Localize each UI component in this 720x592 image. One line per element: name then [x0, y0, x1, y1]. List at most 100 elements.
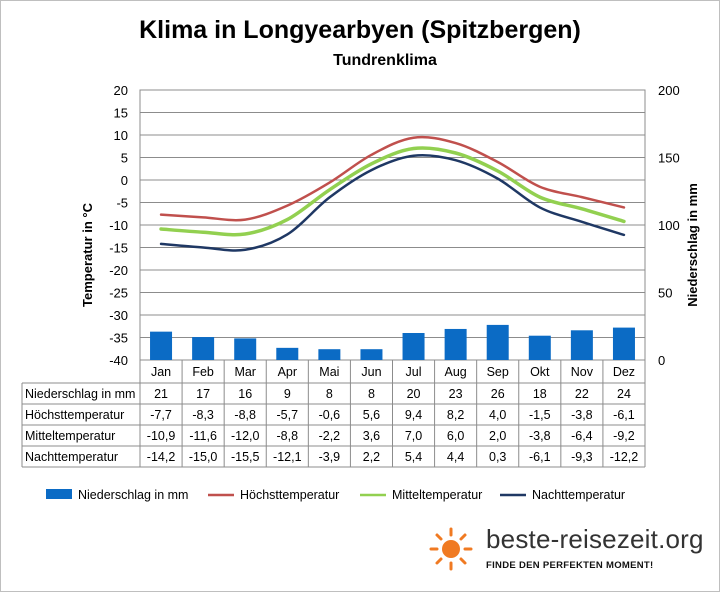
- precip-bar: [528, 335, 551, 360]
- table-cell: 0,3: [489, 450, 506, 464]
- hoechsttemperatur-line: [159, 135, 626, 222]
- y-left-tick: 10: [114, 128, 128, 143]
- table-cell: 9: [284, 387, 291, 401]
- y-right-tick: 50: [658, 286, 672, 301]
- y-left-tick: 20: [114, 83, 128, 98]
- mitteltemperatur-line: [159, 146, 626, 237]
- table-cell: -3,8: [571, 408, 593, 422]
- table-cell: 20: [407, 387, 421, 401]
- table-cell: 7,0: [405, 429, 422, 443]
- table-cell: 3,6: [363, 429, 380, 443]
- y-left-tick: -20: [109, 263, 128, 278]
- table-cell: 8: [326, 387, 333, 401]
- table-cell: -3,8: [529, 429, 551, 443]
- table-cell: 16: [238, 387, 252, 401]
- legend-label: Höchsttemperatur: [240, 488, 339, 502]
- y-left-tick: -30: [109, 308, 128, 323]
- category-label: Dez: [613, 365, 635, 379]
- table-cell: 5,4: [405, 450, 422, 464]
- table-cell: 22: [575, 387, 589, 401]
- y-left-tick: 15: [114, 106, 128, 121]
- category-label: Mai: [319, 365, 339, 379]
- table-cell: -8,8: [277, 429, 299, 443]
- table-cell: 8: [368, 387, 375, 401]
- table-cell: 18: [533, 387, 547, 401]
- table-cell: 8,2: [447, 408, 464, 422]
- table-cell: -15,0: [189, 450, 218, 464]
- legend-label: Niederschlag in mm: [78, 488, 188, 502]
- table-cell: -1,5: [529, 408, 551, 422]
- nachttemperatur-line: [159, 153, 626, 252]
- brand-logo: beste-reisezeit.org FINDE DEN PERFEKTEN …: [428, 520, 718, 580]
- table-cell: -12,2: [610, 450, 639, 464]
- precip-bar: [570, 330, 593, 360]
- table-cell: 26: [491, 387, 505, 401]
- table-cell: 2,0: [489, 429, 506, 443]
- table-cell: -8,3: [192, 408, 214, 422]
- category-label: Aug: [445, 365, 467, 379]
- precip-bar: [612, 327, 635, 360]
- category-label: Okt: [530, 365, 550, 379]
- y-left-tick: -5: [116, 196, 128, 211]
- table-row-label: Nachttemperatur: [25, 450, 118, 464]
- precip-bar: [360, 349, 383, 360]
- category-label: Jul: [406, 365, 422, 379]
- category-label: Apr: [278, 365, 297, 379]
- table-cell: -7,7: [150, 408, 172, 422]
- y-left-tick: -25: [109, 286, 128, 301]
- table-cell: -15,5: [231, 450, 260, 464]
- table-cell: 4,0: [489, 408, 506, 422]
- y-right-axis-label: Niederschlag in mm: [685, 183, 700, 307]
- chart-title: Klima in Longyearbyen (Spitzbergen): [139, 16, 581, 44]
- precip-bar: [486, 324, 509, 360]
- table-cell: 2,2: [363, 450, 380, 464]
- precip-bar: [276, 347, 299, 360]
- table-cell: -8,8: [234, 408, 256, 422]
- category-label: Jun: [361, 365, 381, 379]
- table-cell: 5,6: [363, 408, 380, 422]
- table-cell: -12,1: [273, 450, 302, 464]
- table-cell: 23: [449, 387, 463, 401]
- table-cell: -6,1: [529, 450, 551, 464]
- table-cell: -12,0: [231, 429, 260, 443]
- table-cell: 21: [154, 387, 168, 401]
- table-cell: 24: [617, 387, 631, 401]
- y-left-tick: -40: [109, 353, 128, 368]
- category-label: Feb: [192, 365, 214, 379]
- y-left-tick: 5: [121, 151, 128, 166]
- precip-bar: [402, 333, 425, 360]
- y-right-tick: 150: [658, 151, 680, 166]
- table-cell: -3,9: [319, 450, 341, 464]
- table-cell: 4,4: [447, 450, 464, 464]
- table-row-label: Höchsttemperatur: [25, 408, 124, 422]
- table-cell: -9,3: [571, 450, 593, 464]
- chart-subtitle: Tundrenklima: [333, 52, 437, 69]
- y-left-tick: -35: [109, 331, 128, 346]
- legend-label: Mitteltemperatur: [392, 488, 482, 502]
- table-cell: -5,7: [277, 408, 299, 422]
- sun-icon: [429, 527, 473, 571]
- brand-name: beste-reisezeit.org: [486, 524, 704, 554]
- y-left-axis-label: Temperatur in °C: [80, 202, 95, 307]
- table-cell: -9,2: [613, 429, 635, 443]
- table-cell: 17: [196, 387, 210, 401]
- table-cell: 9,4: [405, 408, 422, 422]
- legend-label: Nachttemperatur: [532, 488, 625, 502]
- table-cell: -2,2: [319, 429, 341, 443]
- table-cell: -6,4: [571, 429, 593, 443]
- precip-bar: [444, 328, 467, 360]
- y-right-tick: 100: [658, 218, 680, 233]
- precip-bar: [192, 337, 215, 360]
- brand-tagline: FINDE DEN PERFEKTEN MOMENT!: [486, 560, 654, 571]
- category-label: Jan: [151, 365, 171, 379]
- y-left-tick: 0: [121, 173, 128, 188]
- table-cell: -10,9: [147, 429, 176, 443]
- precip-bar: [318, 349, 341, 360]
- y-left-tick: -10: [109, 218, 128, 233]
- table-row-label: Niederschlag in mm: [25, 387, 135, 401]
- precip-bar: [234, 338, 257, 360]
- table-cell: -11,6: [189, 429, 217, 443]
- y-right-tick: 200: [658, 83, 680, 98]
- table-cell: -6,1: [613, 408, 635, 422]
